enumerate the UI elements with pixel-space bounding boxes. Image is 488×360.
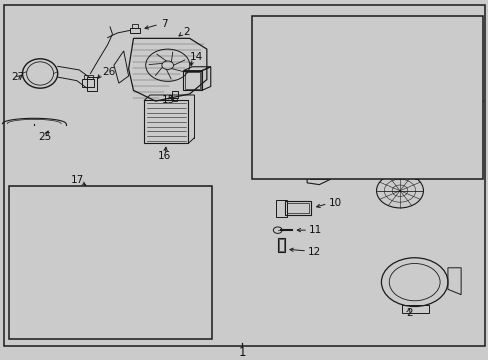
Bar (277, 238, 285, 252)
Bar (309, 166, 326, 179)
Bar (9, 186, 211, 339)
Text: 26: 26 (102, 67, 116, 77)
Bar (121, 239, 127, 280)
Text: 15: 15 (161, 95, 174, 105)
Text: 18: 18 (124, 286, 138, 296)
Bar (263, 37, 303, 54)
Text: 19: 19 (144, 272, 158, 282)
Bar (183, 71, 202, 90)
Text: 2: 2 (183, 27, 190, 37)
Bar (305, 75, 346, 124)
Text: 8: 8 (399, 152, 406, 162)
Text: 17: 17 (71, 175, 84, 185)
Text: 23: 23 (71, 286, 84, 296)
Bar (258, 57, 297, 87)
Text: 10: 10 (328, 198, 341, 208)
Text: 25: 25 (38, 132, 51, 142)
Text: 4: 4 (471, 96, 478, 106)
Bar (286, 203, 308, 213)
Bar (251, 16, 482, 179)
Bar (100, 275, 111, 284)
Bar (278, 239, 284, 251)
Text: 14: 14 (189, 52, 203, 62)
Text: 21: 21 (111, 287, 124, 297)
Bar (132, 24, 138, 28)
Bar (185, 72, 200, 89)
Text: 2: 2 (405, 307, 412, 318)
Text: 27: 27 (11, 72, 24, 82)
Bar (144, 100, 188, 143)
Text: 3: 3 (145, 313, 152, 323)
Bar (260, 59, 295, 85)
Bar (173, 98, 177, 101)
Text: 1: 1 (238, 346, 245, 359)
Bar (86, 77, 97, 91)
Bar (74, 216, 95, 264)
Bar (261, 36, 305, 55)
Text: 6: 6 (414, 16, 421, 26)
Bar (82, 79, 94, 87)
Bar (131, 233, 158, 274)
Text: 12: 12 (307, 247, 321, 257)
Text: 11: 11 (308, 225, 322, 235)
Text: 24: 24 (33, 260, 46, 270)
Text: 13: 13 (339, 162, 352, 172)
Text: 9: 9 (412, 172, 419, 183)
Text: 16: 16 (157, 151, 170, 161)
Bar (129, 28, 140, 33)
Bar (76, 217, 93, 262)
Bar (284, 202, 311, 215)
Text: 22: 22 (16, 231, 29, 241)
Text: 7: 7 (161, 19, 168, 30)
Bar (133, 234, 156, 273)
Bar (402, 305, 428, 312)
Text: 5: 5 (436, 125, 443, 135)
Bar (84, 75, 93, 79)
Text: 20: 20 (51, 196, 64, 206)
Bar (275, 200, 286, 217)
Bar (172, 91, 178, 98)
